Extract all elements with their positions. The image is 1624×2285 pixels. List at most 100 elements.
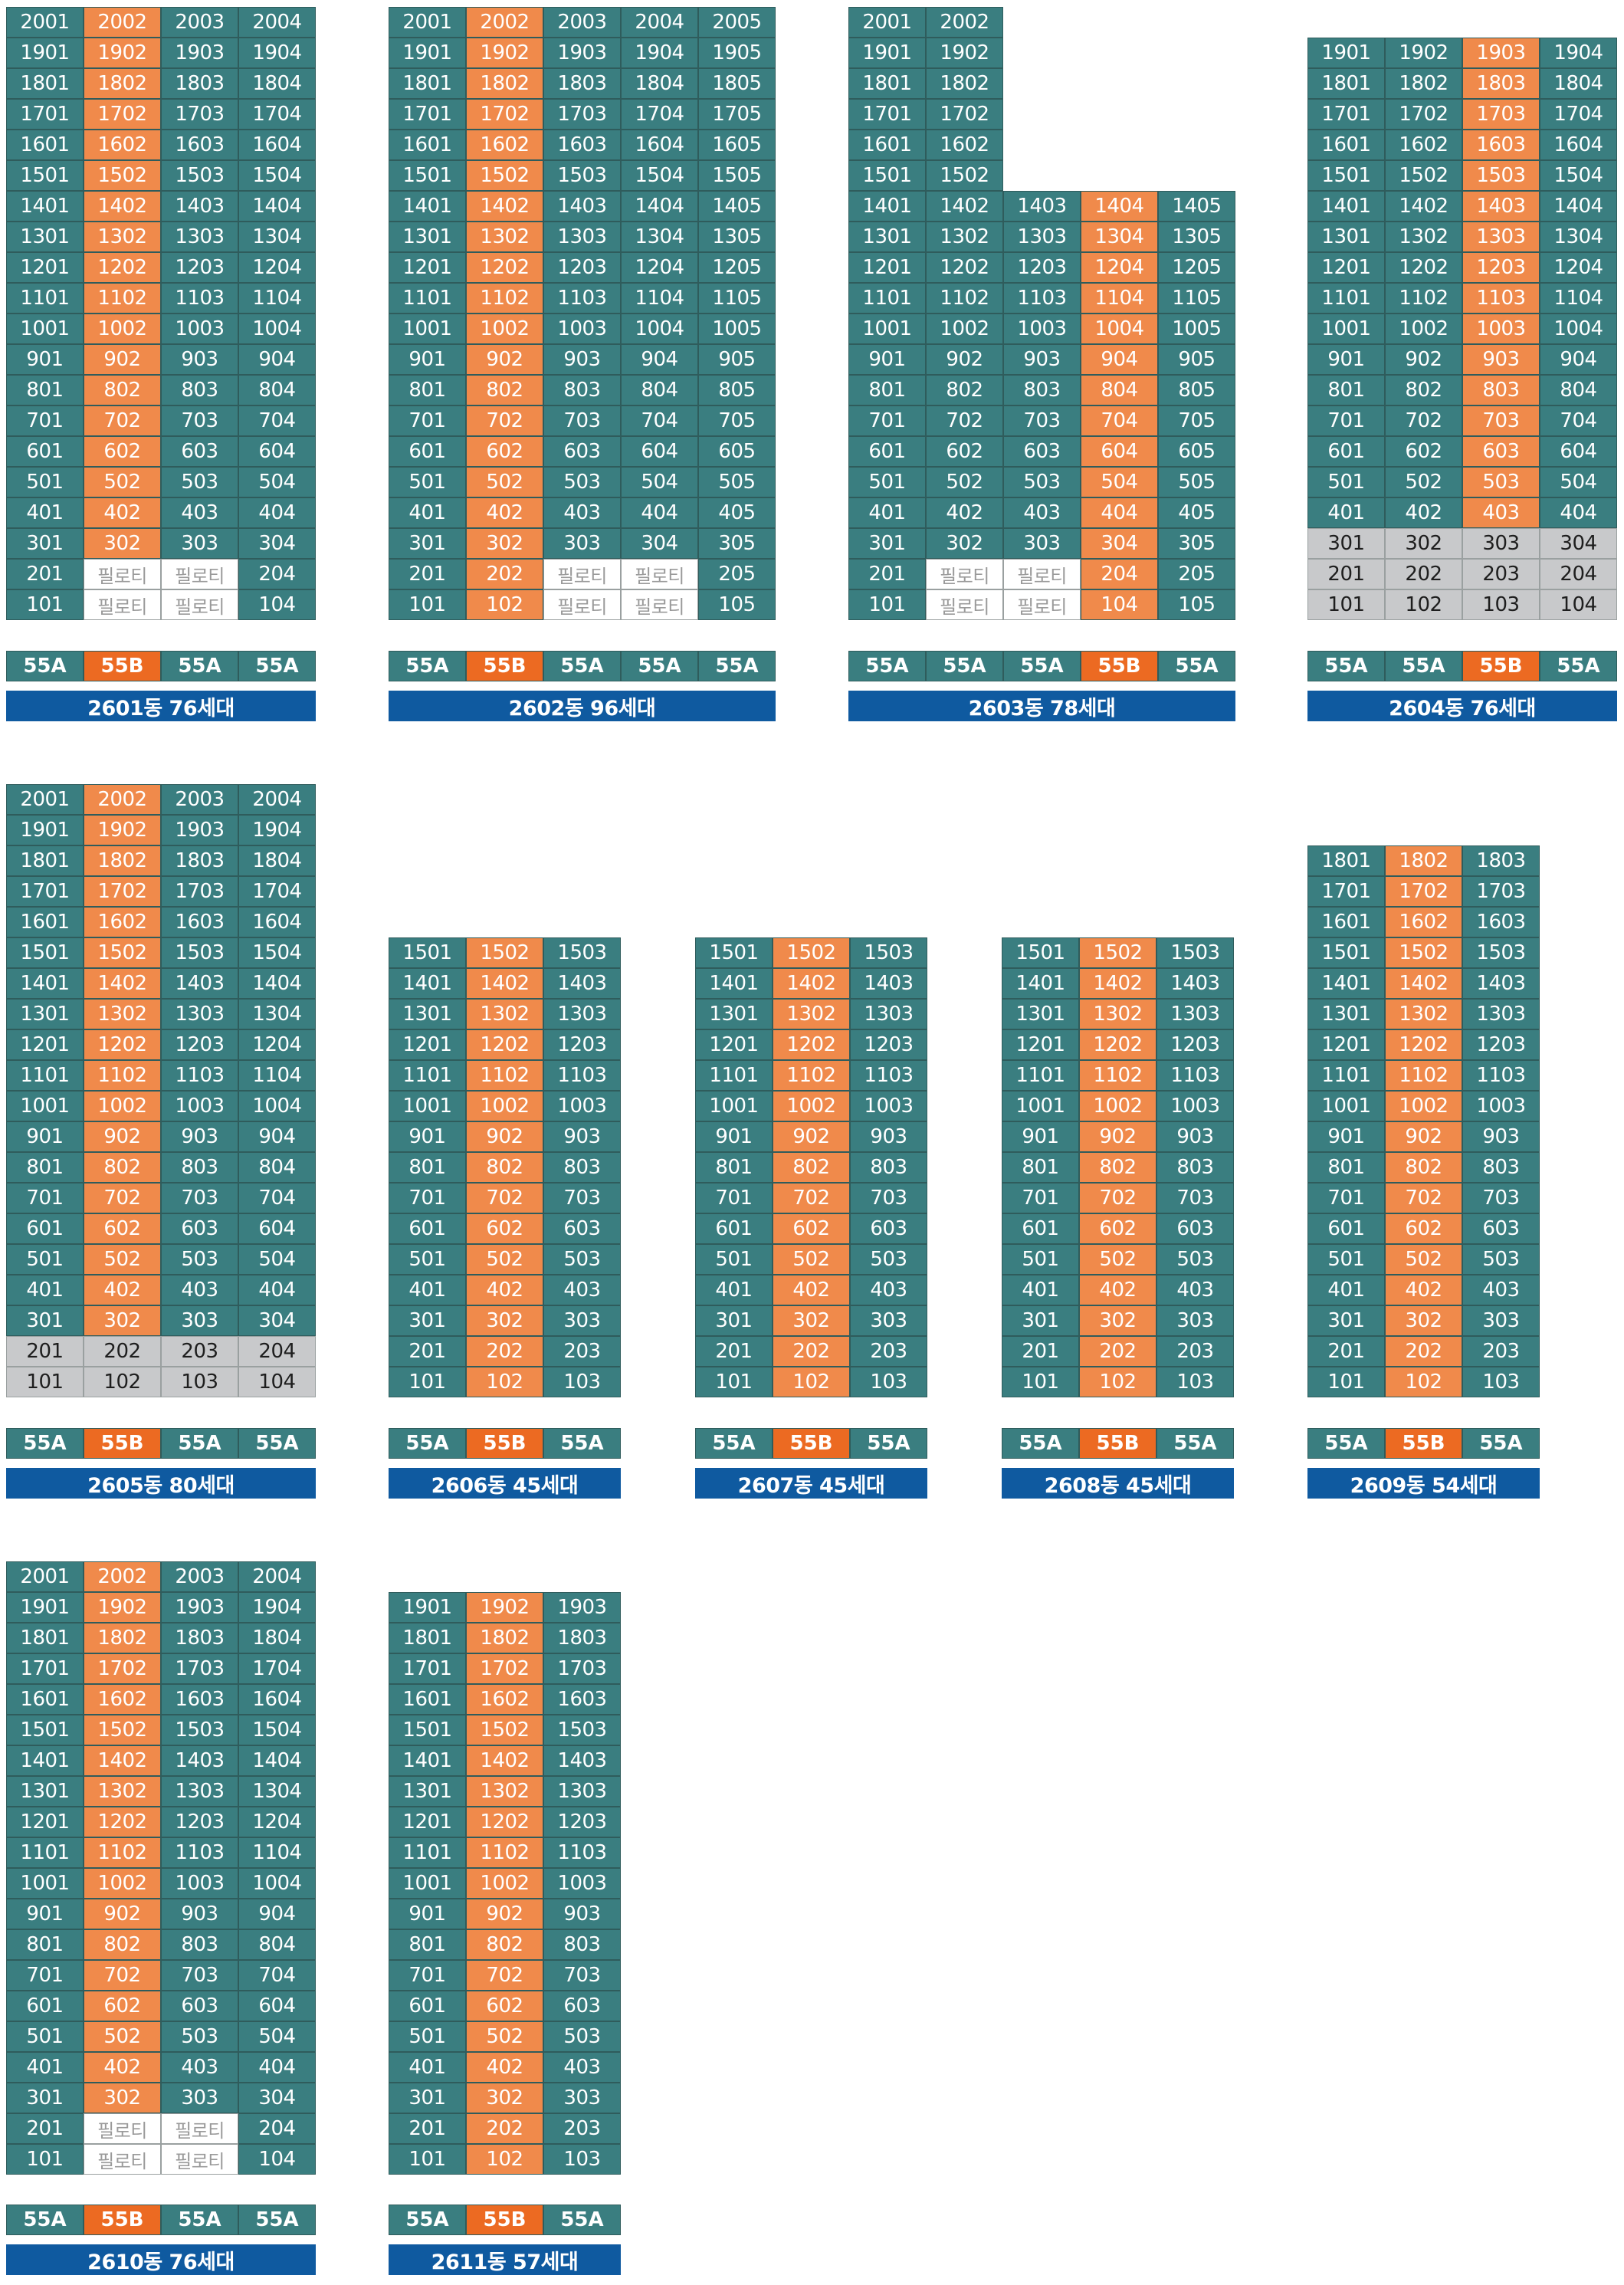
unit-cell[interactable]: 202 bbox=[84, 1336, 161, 1367]
unit-cell[interactable]: 401 bbox=[6, 2052, 84, 2083]
unit-cell[interactable]: 205 bbox=[698, 559, 776, 589]
unit-cell[interactable]: 1403 bbox=[543, 191, 621, 222]
unit-cell[interactable]: 303 bbox=[1462, 528, 1540, 559]
unit-cell[interactable]: 302 bbox=[84, 1305, 161, 1336]
unit-cell[interactable]: 1703 bbox=[543, 1653, 621, 1684]
unit-cell[interactable]: 105 bbox=[698, 589, 776, 620]
unit-cell[interactable]: 801 bbox=[1307, 1152, 1385, 1183]
unit-cell[interactable]: 1202 bbox=[1385, 1029, 1462, 1060]
unit-cell[interactable]: 203 bbox=[850, 1336, 927, 1367]
unit-cell[interactable]: 201 bbox=[848, 559, 926, 589]
unit-cell[interactable]: 1902 bbox=[926, 38, 1003, 68]
unit-cell[interactable]: 필로티 bbox=[84, 2113, 161, 2144]
unit-cell[interactable]: 103 bbox=[1156, 1367, 1234, 1397]
unit-cell[interactable]: 903 bbox=[850, 1121, 927, 1152]
unit-cell[interactable]: 1601 bbox=[389, 130, 466, 160]
unit-cell[interactable]: 203 bbox=[161, 1336, 238, 1367]
unit-cell[interactable]: 2004 bbox=[238, 1561, 316, 1592]
unit-cell[interactable]: 603 bbox=[161, 1213, 238, 1244]
unit-cell[interactable]: 1402 bbox=[84, 1745, 161, 1776]
unit-cell[interactable]: 501 bbox=[848, 467, 926, 497]
unit-cell[interactable]: 1601 bbox=[6, 1684, 84, 1715]
unit-cell[interactable]: 필로티 bbox=[543, 559, 621, 589]
unit-cell[interactable]: 필로티 bbox=[543, 589, 621, 620]
unit-cell[interactable]: 903 bbox=[161, 344, 238, 375]
unit-cell[interactable]: 1501 bbox=[1307, 160, 1385, 191]
unit-cell[interactable]: 1202 bbox=[466, 252, 543, 283]
unit-cell[interactable]: 1203 bbox=[161, 1807, 238, 1837]
unit-cell[interactable]: 804 bbox=[621, 375, 698, 405]
unit-cell[interactable]: 902 bbox=[1079, 1121, 1156, 1152]
unit-cell[interactable]: 1102 bbox=[926, 283, 1003, 314]
unit-cell[interactable]: 703 bbox=[850, 1183, 927, 1213]
unit-cell[interactable]: 1402 bbox=[466, 1745, 543, 1776]
unit-cell[interactable]: 1004 bbox=[1081, 314, 1158, 344]
unit-cell[interactable]: 1303 bbox=[1462, 222, 1540, 252]
unit-cell[interactable]: 503 bbox=[543, 2021, 621, 2052]
unit-cell[interactable]: 804 bbox=[1081, 375, 1158, 405]
unit-cell[interactable]: 1301 bbox=[695, 999, 773, 1029]
unit-cell[interactable]: 304 bbox=[238, 2083, 316, 2113]
unit-cell[interactable]: 301 bbox=[6, 2083, 84, 2113]
unit-cell[interactable]: 503 bbox=[1003, 467, 1081, 497]
unit-cell[interactable]: 1304 bbox=[238, 999, 316, 1029]
unit-cell[interactable]: 1203 bbox=[1462, 1029, 1540, 1060]
unit-cell[interactable]: 203 bbox=[543, 2113, 621, 2144]
unit-cell[interactable]: 1101 bbox=[1307, 1060, 1385, 1091]
unit-cell[interactable]: 301 bbox=[389, 2083, 466, 2113]
unit-cell[interactable]: 1201 bbox=[6, 252, 84, 283]
unit-cell[interactable]: 1403 bbox=[161, 191, 238, 222]
unit-cell[interactable]: 403 bbox=[1462, 497, 1540, 528]
unit-cell[interactable]: 1705 bbox=[698, 99, 776, 130]
unit-cell[interactable]: 701 bbox=[6, 1183, 84, 1213]
unit-cell[interactable]: 703 bbox=[1003, 405, 1081, 436]
unit-cell[interactable]: 503 bbox=[543, 467, 621, 497]
unit-cell[interactable]: 702 bbox=[926, 405, 1003, 436]
unit-cell[interactable]: 301 bbox=[1307, 528, 1385, 559]
unit-cell[interactable]: 403 bbox=[543, 2052, 621, 2083]
unit-cell[interactable]: 1302 bbox=[1385, 999, 1462, 1029]
unit-cell[interactable]: 503 bbox=[543, 1244, 621, 1275]
unit-cell[interactable]: 803 bbox=[161, 375, 238, 405]
unit-cell[interactable]: 1701 bbox=[389, 99, 466, 130]
unit-cell[interactable]: 1804 bbox=[238, 845, 316, 876]
unit-cell[interactable]: 2001 bbox=[389, 7, 466, 38]
unit-cell[interactable]: 802 bbox=[773, 1152, 850, 1183]
unit-cell[interactable]: 801 bbox=[389, 375, 466, 405]
unit-cell[interactable]: 1404 bbox=[1081, 191, 1158, 222]
unit-cell[interactable]: 701 bbox=[389, 1960, 466, 1991]
unit-cell[interactable]: 302 bbox=[466, 2083, 543, 2113]
unit-cell[interactable]: 1803 bbox=[161, 1623, 238, 1653]
unit-cell[interactable]: 1301 bbox=[389, 222, 466, 252]
unit-cell[interactable]: 401 bbox=[1002, 1275, 1079, 1305]
unit-cell[interactable]: 402 bbox=[1385, 1275, 1462, 1305]
unit-cell[interactable]: 301 bbox=[1307, 1305, 1385, 1336]
unit-cell[interactable]: 201 bbox=[1307, 1336, 1385, 1367]
unit-cell[interactable]: 804 bbox=[238, 1929, 316, 1960]
unit-cell[interactable]: 304 bbox=[1540, 528, 1617, 559]
unit-cell[interactable]: 1002 bbox=[466, 314, 543, 344]
unit-cell[interactable]: 2001 bbox=[6, 1561, 84, 1592]
unit-cell[interactable]: 401 bbox=[389, 497, 466, 528]
unit-cell[interactable]: 603 bbox=[543, 1213, 621, 1244]
unit-cell[interactable]: 1601 bbox=[1307, 907, 1385, 937]
unit-cell[interactable]: 103 bbox=[161, 1367, 238, 1397]
unit-cell[interactable]: 601 bbox=[389, 1991, 466, 2021]
unit-cell[interactable]: 1901 bbox=[6, 38, 84, 68]
unit-cell[interactable]: 1301 bbox=[1307, 999, 1385, 1029]
unit-cell[interactable]: 1501 bbox=[389, 1715, 466, 1745]
unit-cell[interactable]: 1503 bbox=[543, 160, 621, 191]
unit-cell[interactable]: 603 bbox=[543, 1991, 621, 2021]
unit-cell[interactable]: 301 bbox=[389, 528, 466, 559]
unit-cell[interactable]: 301 bbox=[695, 1305, 773, 1336]
unit-cell[interactable]: 1602 bbox=[466, 130, 543, 160]
unit-cell[interactable]: 1001 bbox=[389, 1091, 466, 1121]
unit-cell[interactable]: 1003 bbox=[1003, 314, 1081, 344]
unit-cell[interactable]: 필로티 bbox=[621, 559, 698, 589]
unit-cell[interactable]: 1201 bbox=[695, 1029, 773, 1060]
unit-cell[interactable]: 604 bbox=[238, 1991, 316, 2021]
unit-cell[interactable]: 1102 bbox=[84, 1837, 161, 1868]
unit-cell[interactable]: 105 bbox=[1158, 589, 1235, 620]
unit-cell[interactable]: 1803 bbox=[1462, 845, 1540, 876]
unit-cell[interactable]: 602 bbox=[84, 1213, 161, 1244]
